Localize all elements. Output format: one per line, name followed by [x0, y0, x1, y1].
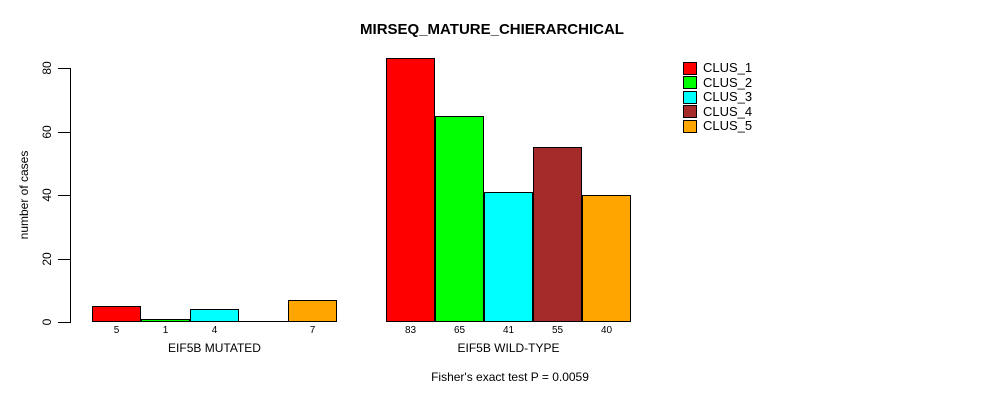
- legend-label: CLUS_5: [703, 118, 753, 134]
- bar-clus_5: [288, 300, 337, 322]
- legend-swatch-icon: [683, 76, 697, 90]
- bar-clus_2: [141, 319, 190, 322]
- legend-row-clus_2: CLUS_2: [683, 74, 753, 91]
- bar-value-label: 65: [453, 325, 466, 336]
- legend-row-clus_1: CLUS_1: [683, 61, 752, 76]
- bar-clus_1: [92, 306, 141, 322]
- legend-row-clus_4: CLUS_4: [683, 103, 753, 120]
- y-tick-label: 0: [40, 318, 54, 326]
- group-label: EIF5B MUTATED: [168, 341, 261, 355]
- legend-label: CLUS_2: [703, 74, 753, 90]
- legend-swatch-icon: [683, 90, 697, 104]
- legend-swatch-icon: [683, 61, 697, 75]
- chart-title: MIRSEQ_MATURE_CHIERARCHICAL: [360, 21, 624, 38]
- bar-value-label: 1: [162, 325, 169, 336]
- bar-value-label: 5: [113, 325, 120, 336]
- legend-swatch-icon: [683, 119, 697, 133]
- y-tick-label: 20: [40, 252, 54, 266]
- y-tick-label: 60: [40, 125, 54, 139]
- bar-clus_1: [386, 58, 435, 322]
- legend: CLUS_1 CLUS_2 CLUS_3 CLUS_4 CLUS_5: [683, 61, 752, 134]
- bar-clus_2: [435, 116, 484, 322]
- y-tick: [58, 195, 70, 196]
- bar-value-label: 41: [502, 325, 515, 336]
- legend-label: CLUS_1: [703, 60, 753, 76]
- y-tick-label: 40: [40, 188, 54, 202]
- bar-value-label: 40: [600, 325, 613, 336]
- bar-clus_3: [484, 192, 533, 322]
- y-tick: [58, 259, 70, 260]
- legend-row-clus_5: CLUS_5: [683, 119, 752, 134]
- legend-row-clus_3: CLUS_3: [683, 90, 752, 105]
- bar-clus_3: [190, 309, 239, 322]
- legend-swatch-icon: [683, 105, 697, 119]
- y-axis: [70, 68, 71, 323]
- y-tick: [58, 132, 70, 133]
- bar-value-label: 83: [404, 325, 417, 336]
- bar-value-label: 4: [211, 325, 218, 336]
- bar-clus_4: [239, 321, 288, 322]
- bar-clus_5: [582, 195, 631, 322]
- bar-value-label: 7: [309, 325, 316, 336]
- bar-clus_4: [533, 147, 582, 322]
- y-tick: [58, 322, 70, 323]
- caption: Fisher's exact test P = 0.0059: [431, 370, 589, 384]
- y-tick-label: 80: [40, 61, 54, 75]
- group-label: EIF5B WILD-TYPE: [457, 341, 560, 355]
- y-tick: [58, 68, 70, 69]
- y-axis-label: number of cases: [17, 150, 31, 240]
- bar-value-label: 55: [551, 325, 564, 336]
- legend-label: CLUS_3: [703, 89, 753, 105]
- legend-label: CLUS_4: [703, 103, 753, 119]
